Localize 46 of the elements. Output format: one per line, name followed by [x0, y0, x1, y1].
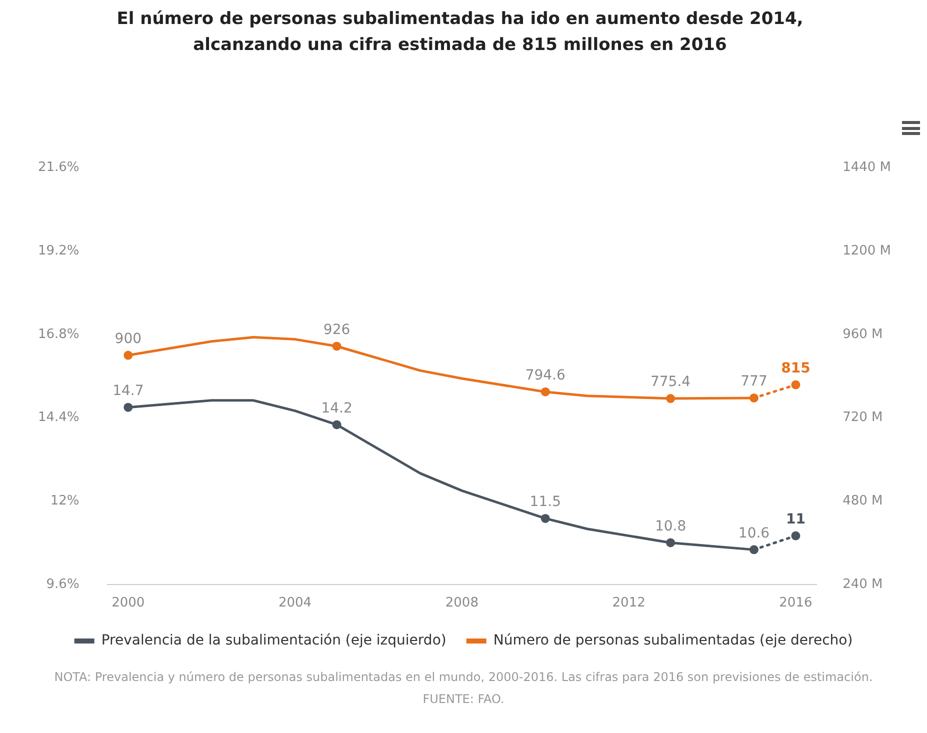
point	[666, 538, 676, 548]
data-label: 11	[786, 511, 806, 528]
data-label: 900	[114, 330, 142, 347]
point	[666, 394, 676, 404]
y-tick-label: 9.6%	[46, 576, 80, 592]
data-label: 794.6	[525, 368, 566, 384]
data-label: 775.4	[650, 374, 691, 390]
y2-tick-label: 240 M	[842, 576, 883, 592]
y2-tick-label: 1440 M	[842, 160, 892, 176]
data-label: 10.8	[654, 518, 686, 534]
point	[749, 393, 758, 402]
data-label: 926	[323, 322, 350, 338]
legend-label: Prevalencia de la subalimentación (eje izquierdo)	[101, 632, 446, 649]
point	[791, 380, 800, 390]
data-label: 10.6	[738, 525, 770, 542]
data-label: 14.7	[112, 382, 144, 399]
point	[332, 342, 342, 351]
point	[791, 531, 800, 540]
y-tick-label: 12%	[50, 493, 80, 508]
point	[540, 514, 550, 523]
data-label: 815	[781, 360, 810, 376]
point	[332, 420, 342, 430]
point	[124, 402, 133, 412]
y2-tick-label: 960 M	[842, 326, 883, 342]
y2-tick-label: 480 M	[842, 493, 883, 508]
x-tick-label: 2004	[278, 596, 312, 611]
x-tick-label: 2000	[112, 596, 145, 611]
x-tick-label: 2012	[612, 596, 646, 611]
y2-tick-label: 1200 M	[842, 243, 892, 258]
source-note: FUENTE: FAO.	[422, 691, 506, 708]
y-tick-label: 19.2%	[38, 243, 80, 258]
x-tick-label: 2016	[779, 596, 812, 611]
text: NOTA: Prevalencia y número de personas subalimentadas en el mundo, 2000-2016. Las cifras para 2016 son previsiones de estimación.	[53, 669, 874, 686]
legend-label: Número de personas subalimentadas (eje derecho)	[493, 632, 853, 649]
data-label: 14.2	[321, 400, 352, 416]
point	[124, 350, 133, 360]
y-tick-label: 16.8%	[38, 326, 80, 342]
y-tick-label: 14.4%	[38, 410, 80, 426]
x-tick-label: 2008	[445, 596, 478, 611]
data-label: 777	[740, 374, 768, 390]
data-label: 11.5	[530, 494, 561, 510]
chart-title: El número de personas subalimentadas ha ido en aumento desde 2014, alcanzando una cifra estimada de 815 millones en 2016	[116, 8, 804, 57]
point	[749, 545, 758, 554]
point	[540, 387, 550, 396]
y2-tick-label: 720 M	[842, 410, 883, 426]
y-tick-label: 21.6%	[38, 160, 80, 176]
